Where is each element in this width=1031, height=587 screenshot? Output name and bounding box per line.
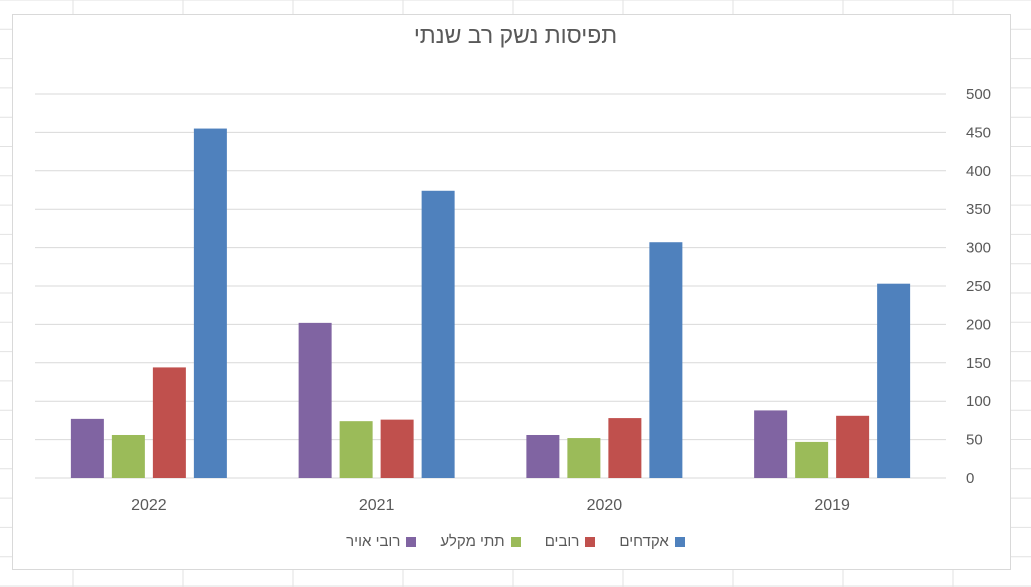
bar — [608, 418, 642, 478]
bar — [649, 242, 683, 478]
bar — [567, 438, 601, 478]
bar — [111, 434, 145, 478]
legend-label: רובים — [544, 533, 580, 550]
y-tick-label: 150 — [966, 355, 991, 372]
legend-item[interactable]: אקדחים — [619, 533, 685, 550]
y-tick-label: 50 — [966, 432, 983, 449]
legend-swatch — [510, 536, 521, 547]
bar — [877, 283, 911, 478]
x-tick-label: 2019 — [814, 497, 850, 514]
legend-item[interactable]: רובים — [545, 533, 596, 550]
y-tick-label: 200 — [966, 316, 991, 333]
bar — [421, 190, 455, 478]
y-tick-label: 450 — [966, 124, 991, 141]
bar — [526, 434, 560, 478]
legend-item[interactable]: רובי אויר — [346, 533, 417, 550]
x-tick-label: 2021 — [359, 497, 395, 514]
bar — [152, 367, 186, 478]
y-tick-label: 350 — [966, 201, 991, 218]
chart-title: תפיסות נשק רב שנתי — [413, 22, 618, 48]
y-tick-label: 250 — [966, 278, 991, 295]
y-tick-label: 500 — [966, 86, 991, 103]
bar — [70, 418, 104, 478]
legend-swatch — [585, 536, 596, 547]
x-tick-label: 2022 — [131, 497, 167, 514]
y-tick-label: 400 — [966, 163, 991, 180]
legend-label: אקדחים — [619, 533, 669, 550]
bar — [298, 322, 332, 478]
legend-label: תתי מקלע — [440, 533, 505, 550]
legend-swatch — [674, 536, 685, 547]
x-tick-label: 2020 — [587, 497, 623, 514]
y-tick-label: 100 — [966, 393, 991, 410]
chart-legend[interactable]: אקדחים רובים תתי מקלע רובי אויר — [0, 533, 1031, 550]
bar — [795, 441, 829, 478]
bar — [193, 128, 227, 478]
y-tick-label: 300 — [966, 240, 991, 257]
bar — [380, 419, 414, 478]
legend-label: רובי אויר — [346, 533, 401, 550]
bar — [836, 415, 870, 478]
legend-swatch — [406, 536, 417, 547]
y-tick-label: 0 — [966, 470, 974, 487]
bar — [754, 410, 788, 478]
legend-item[interactable]: תתי מקלע — [440, 533, 521, 550]
bar — [339, 421, 373, 478]
